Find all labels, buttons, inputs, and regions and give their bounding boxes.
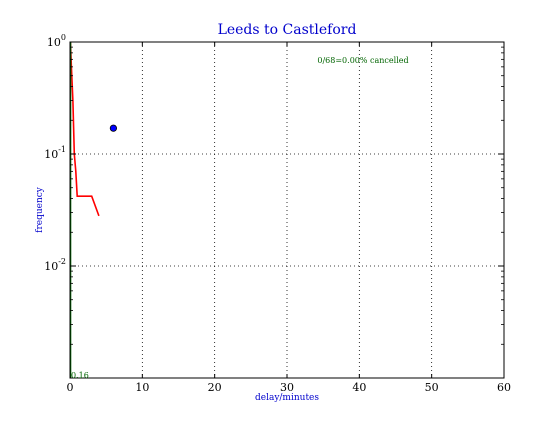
x-tick-label: 30: [280, 381, 294, 394]
y-tick-label: 100: [47, 33, 66, 49]
cancelled-annotation: 0/68=0.00% cancelled: [317, 56, 408, 65]
x-tick-label: 20: [208, 381, 222, 394]
marker-layer: [109, 124, 118, 132]
x-tick-label: 10: [135, 381, 149, 394]
x-tick-label: 60: [497, 381, 511, 394]
x-tick-label: 0: [67, 381, 74, 394]
data-point-marker: [109, 124, 118, 132]
series-line-1: [69, 41, 100, 217]
grid: [70, 42, 504, 378]
y-tick-label: 10-1: [44, 145, 66, 161]
chart-title: Leeds to Castleford: [218, 22, 357, 38]
y-tick-label: 10-2: [44, 257, 66, 273]
x-tick-label: 50: [425, 381, 439, 394]
x-tick-label: 40: [352, 381, 366, 394]
y-tick-exponent: -2: [58, 257, 66, 266]
y-axis-label: frequency: [35, 186, 45, 233]
bottom-value-annotation: 0.16: [71, 371, 89, 380]
y-tick-exponent: -1: [58, 145, 66, 154]
y-tick-exponent: 0: [61, 33, 66, 42]
x-axis-label: delay/minutes: [255, 393, 319, 403]
series-layer: [69, 41, 100, 378]
ticks: 0 10 20 30 40 50 60 100 10-1 10-2: [44, 33, 511, 394]
